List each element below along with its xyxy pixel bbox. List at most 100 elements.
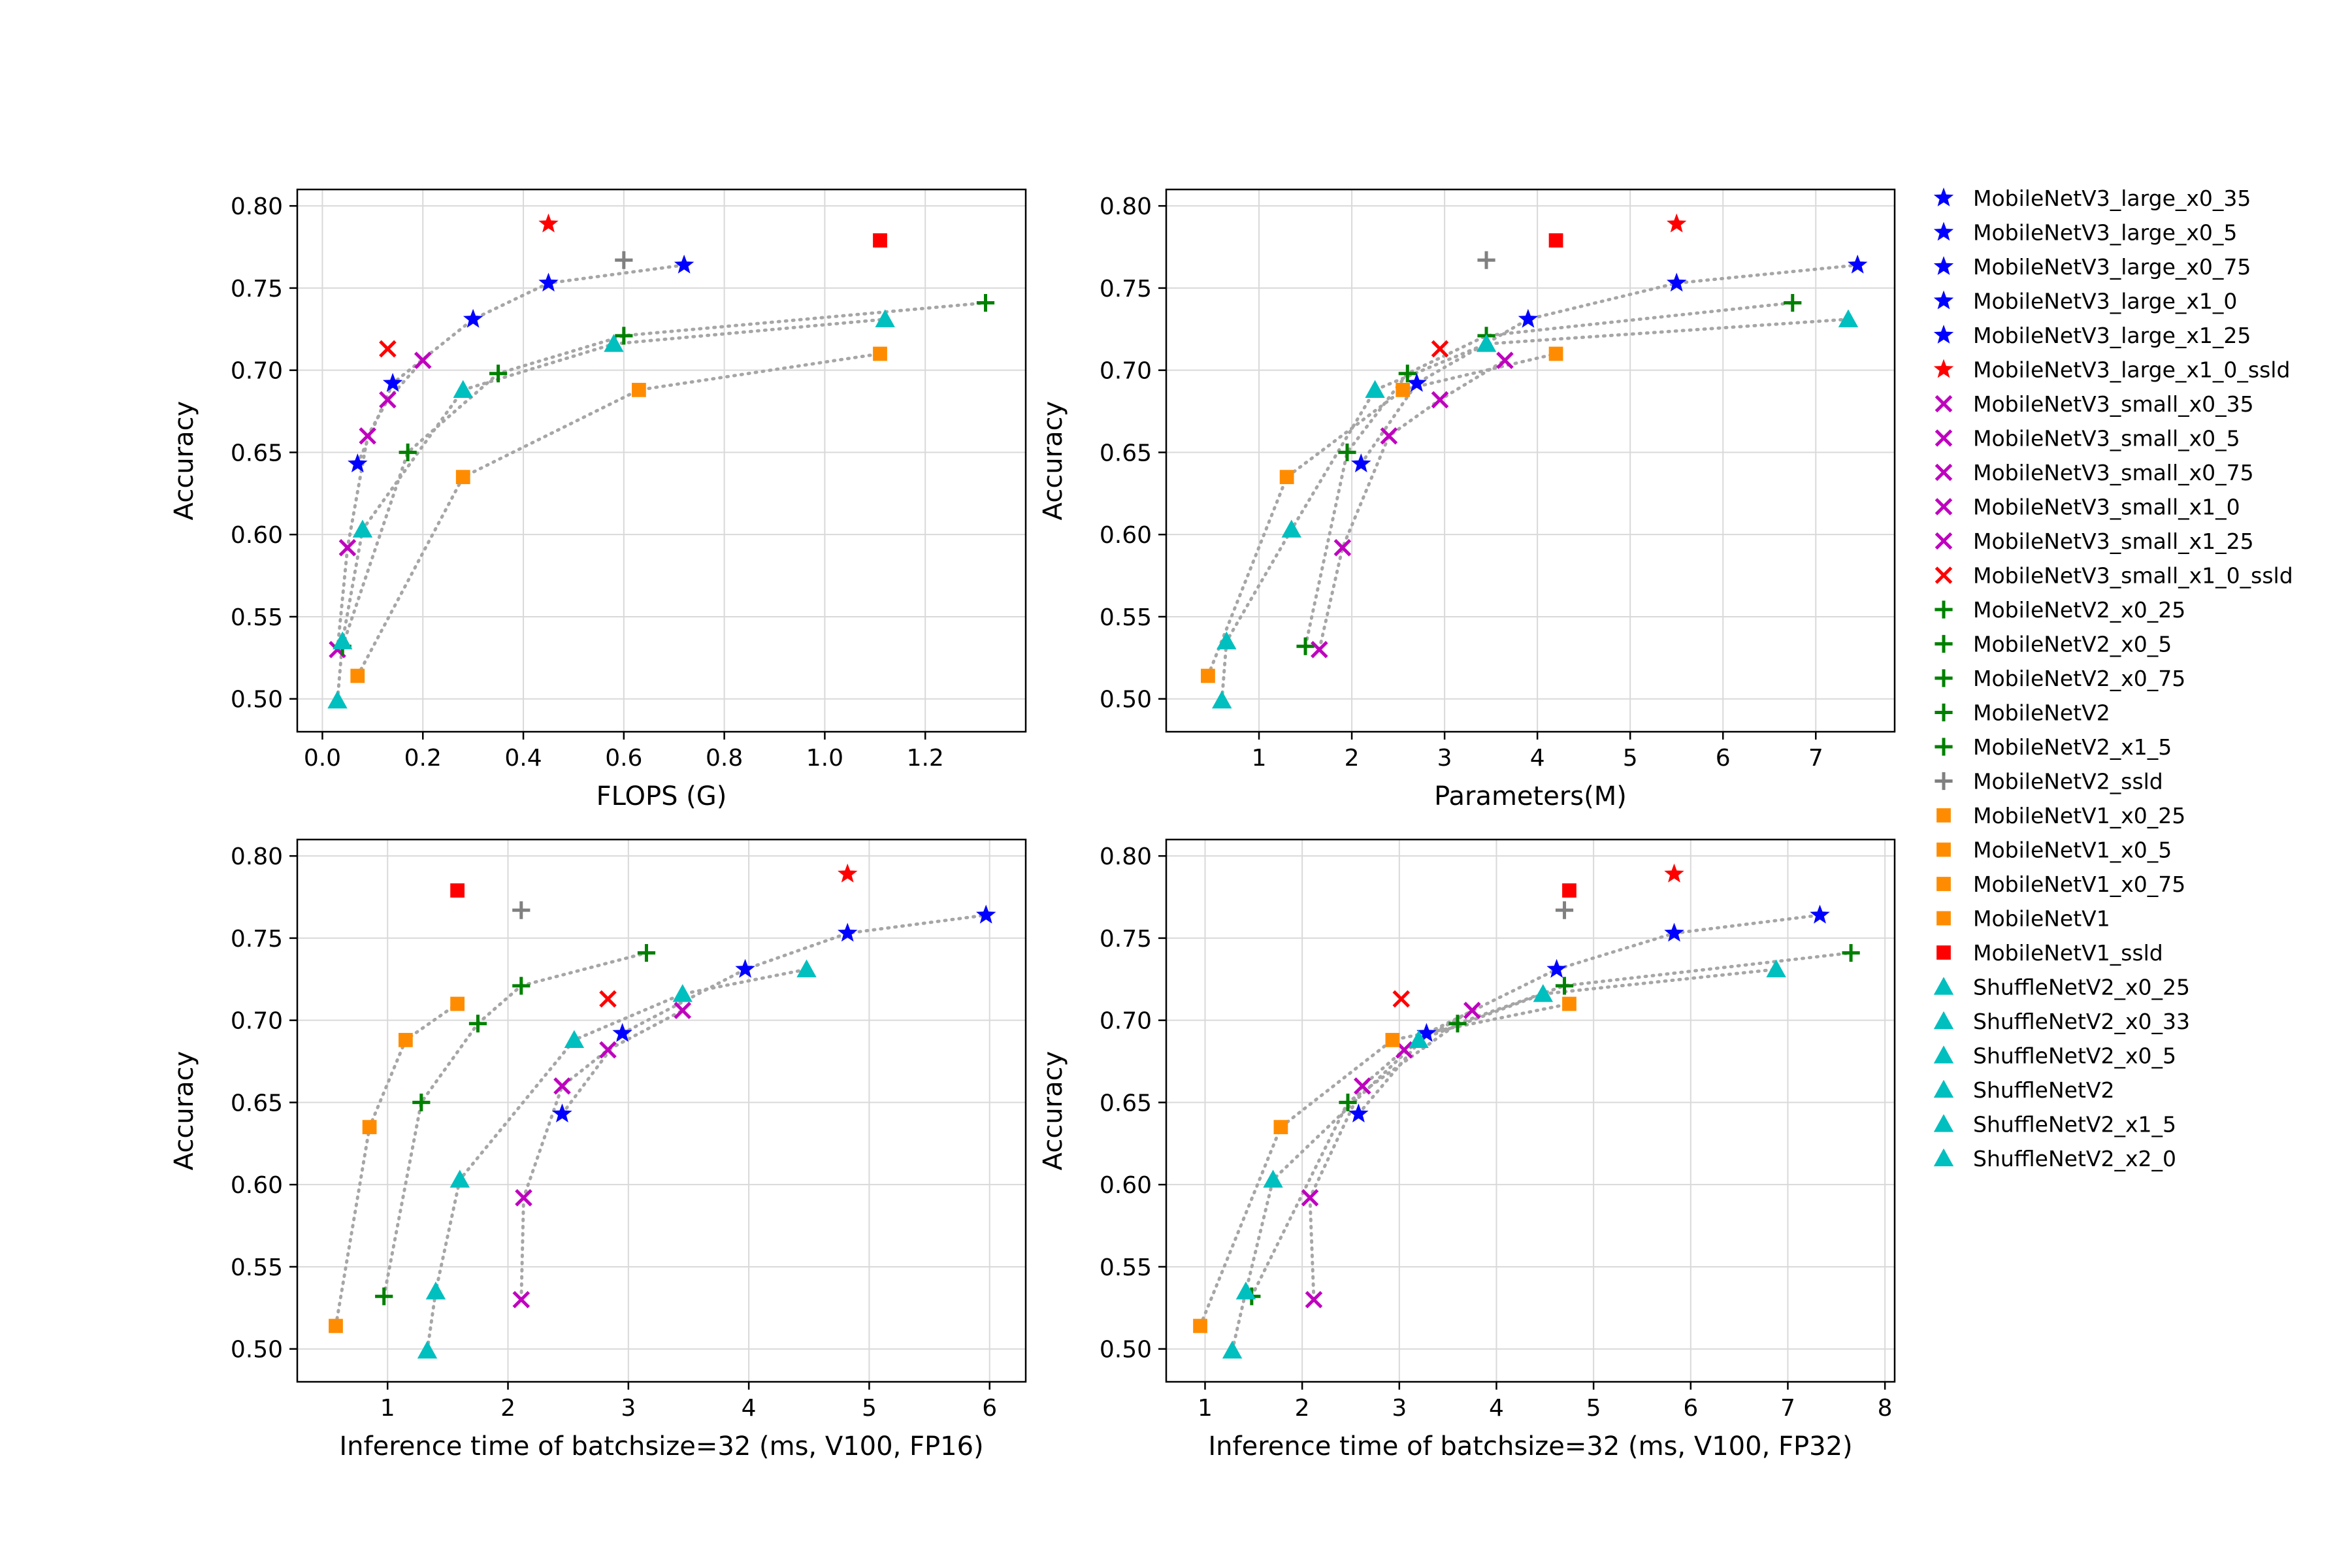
data-point: [1201, 668, 1215, 683]
legend-marker: [1935, 566, 1953, 584]
x-tick-label: 6: [982, 1395, 997, 1422]
legend-entry: MobileNetV3_small_x0_75: [1935, 460, 2254, 485]
data-point: [489, 365, 508, 383]
legend-marker: [1936, 945, 1951, 960]
data-point: [512, 977, 531, 995]
data-point: [538, 272, 559, 292]
legend-marker: [1933, 977, 1954, 995]
y-tick-label: 0.55: [231, 1254, 283, 1281]
x-tick-label: 7: [1780, 1395, 1795, 1422]
data-point: [512, 901, 531, 919]
x-tick-label: 2: [1345, 745, 1360, 772]
x-tick-label: 0.2: [404, 745, 442, 772]
legend-label: ShuffleNetV2_x1_5: [1973, 1112, 2176, 1137]
data-point: [1477, 251, 1495, 269]
legend-entry: MobileNetV3_large_x0_5: [1933, 220, 2237, 246]
y-tick-label: 0.70: [231, 1008, 283, 1035]
x-tick-label: 1: [1252, 745, 1267, 772]
x-tick-label: 8: [1878, 1395, 1893, 1422]
legend-label: MobileNetV1: [1973, 906, 2110, 932]
x-axis-label: Inference time of batchsize=32 (ms, V100…: [339, 1431, 983, 1462]
legend-marker: [1936, 808, 1951, 823]
plot-frame: [296, 188, 1027, 733]
y-tick-label: 0.75: [1100, 276, 1152, 302]
data-point: [350, 668, 365, 683]
y-tick-label: 0.55: [1100, 1254, 1152, 1281]
data-point: [450, 883, 465, 898]
data-point: [399, 443, 417, 462]
x-tick-label: 1.2: [907, 745, 944, 772]
y-tick-label: 0.50: [1100, 1337, 1152, 1364]
y-tick-label: 0.55: [1100, 604, 1152, 631]
legend-label: MobileNetV3_small_x1_25: [1973, 529, 2254, 554]
legend-entry: MobileNetV3_large_x1_0_ssld: [1933, 357, 2290, 383]
data-point: [338, 539, 357, 557]
legend-label: MobileNetV3_large_x1_0: [1973, 289, 2237, 314]
legend-entry: MobileNetV1_ssld: [1936, 940, 2163, 966]
legend-marker: [1935, 669, 1953, 687]
data-point: [1396, 382, 1411, 397]
data-point: [1548, 233, 1563, 248]
data-point: [1518, 308, 1539, 328]
legend-marker: [1935, 395, 1953, 413]
y-tick-label: 0.70: [1100, 1008, 1152, 1035]
data-point: [1476, 334, 1497, 352]
legend-label: MobileNetV3_large_x0_5: [1973, 220, 2237, 246]
legend-label: MobileNetV3_large_x1_25: [1973, 323, 2251, 348]
legend-label: ShuffleNetV2_x0_5: [1973, 1043, 2176, 1069]
legend-entry: MobileNetV2_x0_5: [1935, 632, 2172, 657]
series-connector: [1198, 1002, 1571, 1328]
chart-panel-4: 1 2 3 4 5 6 7 8 0.50 0.55 0.60 0.65 0.70 0.75 0.80 Infe…: [1038, 838, 1896, 1462]
data-point: [1398, 365, 1416, 383]
y-tick-label: 0.55: [231, 604, 283, 631]
legend-label: ShuffleNetV2_x0_25: [1973, 975, 2190, 1000]
data-point: [329, 1318, 343, 1333]
x-tick-label: 5: [862, 1395, 877, 1422]
x-tick-label: 1: [1198, 1395, 1213, 1422]
legend-marker: [1936, 911, 1951, 926]
legend-label: MobileNetV1_x0_25: [1973, 803, 2185, 828]
legend-label: ShuffleNetV2: [1973, 1077, 2114, 1103]
legend-marker: [1933, 1148, 1954, 1167]
data-point: [1664, 923, 1684, 942]
x-tick-label: 5: [1586, 1395, 1601, 1422]
x-tick-label: 2: [500, 1395, 515, 1422]
data-point: [604, 334, 624, 352]
data-point: [1339, 1093, 1357, 1112]
data-point: [538, 213, 559, 233]
data-point: [674, 254, 694, 274]
data-point: [1301, 1189, 1319, 1207]
data-point: [1217, 631, 1237, 649]
data-point: [453, 380, 473, 399]
data-point: [1533, 984, 1554, 1002]
data-point: [1416, 1022, 1437, 1042]
y-tick-label: 0.65: [1100, 1090, 1152, 1117]
chart-panel-3: 1 2 3 4 5 6 0.50 0.55 0.60 0.65 0.70 0.75 0.80 Infere…: [169, 838, 1027, 1462]
legend: MobileNetV3_large_x0_35 MobileNetV3_large…: [1933, 186, 2293, 1171]
y-tick-label: 0.65: [231, 440, 283, 466]
data-point: [564, 1030, 585, 1049]
legend-entry: ShuffleNetV2_x0_5: [1933, 1043, 2176, 1069]
data-point: [1348, 1103, 1369, 1122]
data-point: [348, 453, 368, 472]
legend-entry: MobileNetV3_small_x0_35: [1935, 391, 2254, 417]
legend-marker: [1933, 359, 1954, 378]
data-point: [1273, 1120, 1288, 1135]
legend-label: MobileNetV3_small_x0_75: [1973, 460, 2254, 485]
data-point: [976, 904, 996, 924]
chart-panel-2: 1 2 3 4 5 6 7 0.50 0.55 0.60 0.65 0.70 0.75 0.80 Param…: [1038, 188, 1896, 811]
legend-label: MobileNetV3_small_x1_0_ssld: [1973, 563, 2293, 589]
legend-entry: MobileNetV2_ssld: [1935, 769, 2163, 794]
x-axis-label: Inference time of batchsize=32 (ms, V100…: [1208, 1431, 1852, 1462]
legend-entry: ShuffleNetV2_x0_25: [1933, 975, 2190, 1000]
legend-label: MobileNetV3_small_x1_0: [1973, 495, 2240, 520]
legend-label: MobileNetV2_x0_75: [1973, 666, 2185, 691]
data-point: [1235, 1281, 1256, 1299]
data-point: [1838, 309, 1859, 327]
y-tick-label: 0.80: [1100, 843, 1152, 870]
data-point: [379, 340, 397, 358]
data-point: [375, 1287, 393, 1305]
data-point: [463, 308, 483, 328]
data-point: [615, 251, 633, 269]
data-point: [1842, 943, 1860, 962]
